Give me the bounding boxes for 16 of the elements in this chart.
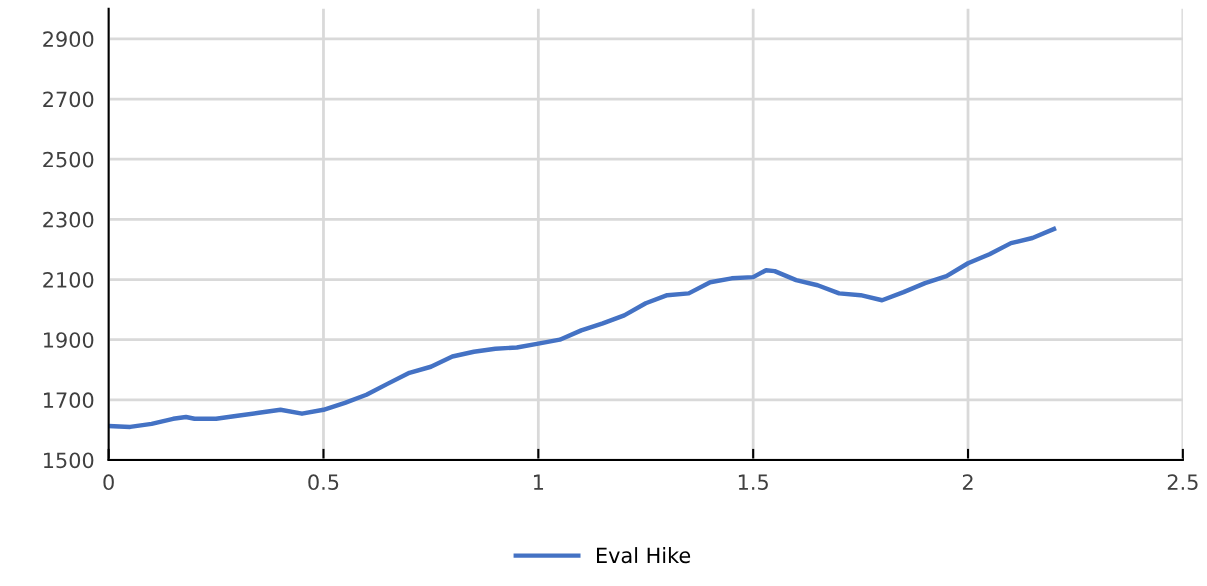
x-tick-label: 0 [103, 474, 114, 491]
y-tick-label: 2900 [43, 31, 94, 48]
y-tick-label: 1900 [44, 332, 94, 348]
y-tick-label: 2300 [43, 211, 94, 228]
legend-label: Eval Hike [597, 547, 691, 564]
y-tick-label: 2700 [43, 91, 94, 108]
y-tick-label: 2500 [43, 151, 94, 168]
line-series [108, 226, 1057, 430]
x-tick-label: 1.5 [738, 474, 768, 491]
x-tick-label: 1 [533, 474, 544, 490]
y-tick-label: 1700 [44, 392, 94, 409]
y-tick-label: 1500 [44, 452, 94, 469]
x-tick-label: 0.5 [308, 474, 339, 491]
y-tick-label: 2100 [43, 271, 94, 288]
x-tick-label: 2 [962, 474, 973, 490]
x-tick-label: 2.5 [1167, 474, 1198, 491]
